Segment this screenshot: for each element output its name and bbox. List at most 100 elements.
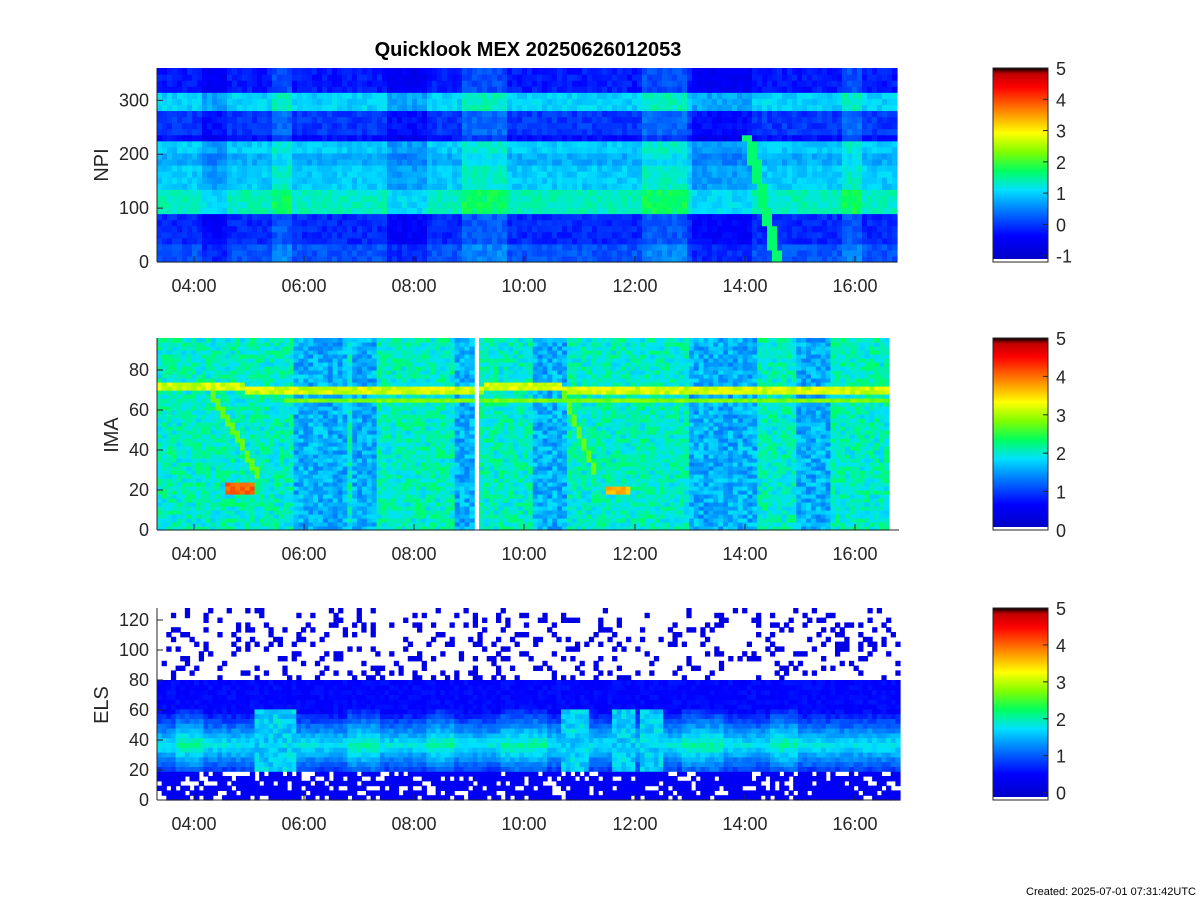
npi-cell: [837, 74, 843, 81]
npi-cell: [242, 171, 248, 178]
npi-cell: [572, 249, 578, 257]
npi-cell: [397, 195, 403, 202]
npi-cell: [637, 171, 643, 178]
npi-cell: [232, 86, 238, 93]
npi-cell: [242, 255, 248, 263]
ima-cell: [157, 362, 163, 367]
npi-cell: [697, 134, 703, 142]
npi-cell: [162, 122, 168, 130]
npi-cell: [587, 243, 593, 251]
npi-cell: [212, 207, 218, 215]
npi-cell: [327, 165, 333, 172]
npi-cell: [672, 213, 678, 221]
npi-cell: [792, 116, 798, 124]
npi-cell: [642, 231, 648, 239]
ima-cell: [161, 386, 168, 391]
npi-cell: [512, 140, 518, 148]
npi-cell: [597, 110, 603, 118]
npi-cell: [427, 219, 433, 227]
npi-cell: [167, 80, 173, 87]
npi-cell: [467, 152, 473, 160]
npi-cell: [417, 140, 423, 148]
npi-cell: [297, 177, 303, 184]
npi-cell: [727, 165, 733, 172]
npi-cell: [342, 177, 348, 184]
npi-cell: [237, 110, 243, 118]
npi-cell: [282, 219, 288, 227]
npi-cell: [282, 237, 288, 245]
npi-cell: [857, 146, 863, 154]
npi-cell: [172, 86, 178, 93]
npi-cell: [792, 104, 798, 112]
npi-cell: [527, 177, 533, 184]
npi-cell: [592, 104, 598, 112]
npi-cell: [732, 104, 738, 112]
npi-cell: [252, 116, 258, 124]
npi-cell: [852, 177, 858, 184]
npi-cell: [862, 177, 868, 184]
npi-cell: [197, 146, 203, 154]
npi-cell: [807, 116, 813, 124]
npi-cell: [417, 92, 423, 99]
npi-cell: [432, 189, 438, 196]
npi-cell: [747, 243, 753, 251]
npi-cell: [622, 219, 628, 227]
npi-cell: [287, 249, 293, 257]
npi-cell: [727, 80, 733, 87]
npi-cell: [397, 134, 403, 142]
npi-cell: [242, 177, 248, 184]
npi-cell: [662, 92, 668, 99]
npi-cell: [242, 225, 248, 233]
npi-cell: [812, 80, 818, 87]
npi-cell: [462, 146, 468, 154]
npi-cell: [482, 134, 488, 142]
ima-cell: [166, 338, 173, 343]
npi-cell: [552, 225, 558, 233]
npi-cell: [557, 128, 563, 136]
npi-cell: [662, 207, 668, 215]
npi-cell: [557, 225, 563, 233]
npi-cell: [517, 207, 523, 215]
npi-cell: [552, 195, 558, 202]
npi-cell: [527, 237, 533, 245]
npi-cell: [867, 122, 873, 130]
npi-cell: [687, 80, 693, 87]
npi-cell: [827, 189, 833, 196]
npi-cell: [402, 231, 408, 239]
npi-cell: [867, 128, 873, 136]
npi-cell: [412, 255, 418, 263]
npi-cell: [577, 207, 583, 215]
npi-cell: [722, 231, 728, 239]
npi-cell: [362, 171, 368, 178]
npi-cell: [222, 80, 228, 87]
ima-cell: [171, 374, 178, 379]
npi-cell: [537, 207, 543, 215]
npi-cell: [542, 213, 548, 221]
npi-cell: [607, 98, 613, 105]
npi-cell: [617, 74, 623, 81]
npi-cell: [562, 140, 568, 148]
npi-cell: [632, 177, 638, 184]
npi-cell: [377, 128, 383, 136]
npi-cell: [197, 231, 203, 239]
npi-cell: [317, 140, 323, 148]
npi-cell: [757, 225, 763, 233]
npi-cell: [852, 146, 858, 154]
npi-cell: [192, 171, 198, 178]
npi-cell: [872, 92, 878, 99]
npi-cell: [167, 152, 173, 160]
npi-cell: [452, 92, 458, 99]
npi-cell: [647, 183, 653, 190]
npi-cell: [412, 122, 418, 130]
npi-cell: [562, 116, 568, 124]
npi-cell: [342, 80, 348, 87]
npi-cell: [687, 92, 693, 99]
npi-cell: [747, 195, 753, 202]
npi-cell: [617, 255, 623, 263]
npi-cell: [232, 116, 238, 124]
npi-cell: [182, 255, 188, 263]
npi-cell: [872, 165, 878, 172]
npi-cell: [322, 183, 328, 190]
npi-cell: [202, 219, 208, 227]
